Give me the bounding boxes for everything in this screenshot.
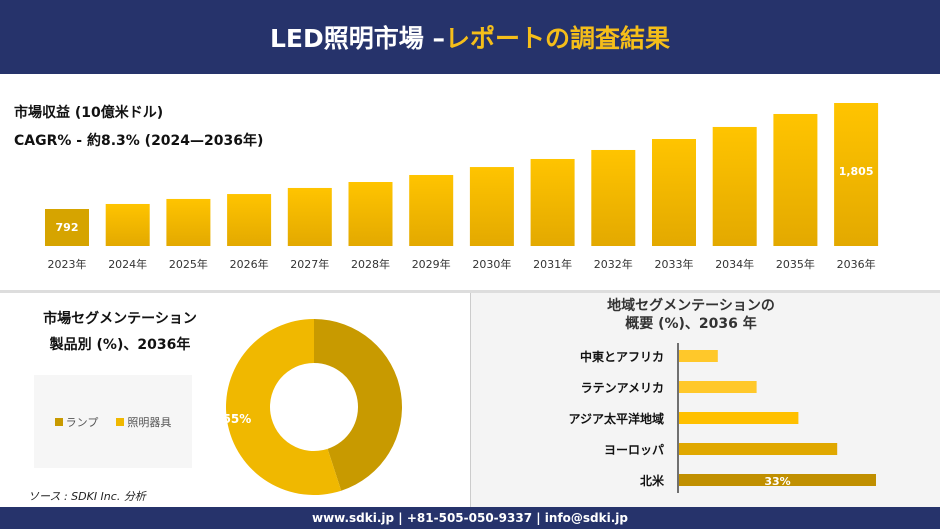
donut-slice xyxy=(226,319,342,495)
source-note: ソース : SDKI Inc. 分析 xyxy=(28,490,146,503)
pie-legend: ランプ 照明器具 xyxy=(34,375,192,468)
x-tick-label: 2023年 xyxy=(48,257,87,271)
region-bar xyxy=(679,412,799,424)
pie-title: 市場セグメンテーション xyxy=(43,311,197,327)
pie-subtitle: 製品別 (%)、2036年 xyxy=(49,337,191,353)
revenue-bar xyxy=(530,158,575,246)
category-label: 中東とアフリカ xyxy=(580,349,664,364)
x-tick-label: 2033年 xyxy=(655,257,694,271)
x-tick-label: 2035年 xyxy=(776,257,815,271)
category-label: 北米 xyxy=(640,473,665,488)
x-tick-label: 2029年 xyxy=(412,257,451,271)
revenue-bar xyxy=(105,203,150,246)
x-tick-label: 2028年 xyxy=(351,257,390,271)
footer-contact: www.sdki.jp | +81-505-050-9337 | info@sd… xyxy=(0,507,940,529)
data-label: 792 xyxy=(56,221,79,234)
revenue-bar xyxy=(227,194,272,246)
category-label: ヨーロッパ xyxy=(604,443,664,457)
x-tick-label: 2027年 xyxy=(290,257,329,271)
revenue-bar xyxy=(469,167,514,246)
legend-item-fixture: 照明器具 xyxy=(116,414,171,430)
title-accent: レポートの調査結果 xyxy=(444,24,670,53)
divider xyxy=(0,290,940,293)
revenue-bar xyxy=(712,126,757,246)
x-tick-label: 2031年 xyxy=(533,257,572,271)
data-label: 1,805 xyxy=(839,165,874,178)
revenue-bar xyxy=(409,174,454,246)
revenue-bar xyxy=(773,113,818,246)
region-bar xyxy=(679,474,876,486)
x-tick-label: 2030年 xyxy=(472,257,511,271)
data-label: 33% xyxy=(764,475,790,488)
x-tick-label: 2034年 xyxy=(715,257,754,271)
revenue-label: 市場収益 (10億米ドル) xyxy=(14,105,164,121)
cagr-label: CAGR% - 約8.3% (2024—2036年) xyxy=(14,133,264,149)
region-title: 地域セグメンテーションの 概要 (%)、2036 年 xyxy=(607,298,775,332)
revenue-bar xyxy=(348,182,393,246)
revenue-bar xyxy=(166,198,211,246)
revenue-section: 市場収益 (10億米ドル) CAGR% - 約8.3% (2024—2036年)… xyxy=(0,74,940,290)
x-tick-label: 2026年 xyxy=(230,257,269,271)
region-bar xyxy=(679,350,718,362)
region-segment-panel: 地域セグメンテーションの 概要 (%)、2036 年 中東とアフリカ ラテンアメリカ… xyxy=(470,293,940,507)
x-tick-label: 2032年 xyxy=(594,257,633,271)
revenue-bar xyxy=(287,187,332,246)
donut-slice xyxy=(314,319,403,491)
header-banner: LED照明市場 – レポートの調査結果 xyxy=(0,0,940,74)
region-bar xyxy=(679,443,838,455)
revenue-bar xyxy=(591,149,636,246)
product-segment-panel: 市場セグメンテーション 製品別 (%)、2036年 ランプ 照明器具 55% ソ… xyxy=(0,293,470,507)
region-bar xyxy=(679,381,757,393)
revenue-bar xyxy=(45,209,89,246)
x-tick-label: 2024年 xyxy=(108,257,147,271)
legend-item-lamp: ランプ xyxy=(54,414,98,430)
revenue-bar xyxy=(834,103,879,246)
donut-chart: 55% xyxy=(223,319,403,495)
revenue-bar xyxy=(652,138,696,246)
title-main: LED照明市場 – xyxy=(270,24,445,53)
revenue-bar-chart: 2023年 792 2024年 2025年 2026年 2027年 2028年 2029年 20… xyxy=(45,103,879,271)
x-tick-label: 2036年 xyxy=(837,257,876,271)
slice-label: 55% xyxy=(223,412,252,426)
category-label: アジア太平洋地域 xyxy=(568,411,664,426)
x-tick-label: 2025年 xyxy=(169,257,208,271)
category-label: ラテンアメリカ xyxy=(581,381,664,395)
